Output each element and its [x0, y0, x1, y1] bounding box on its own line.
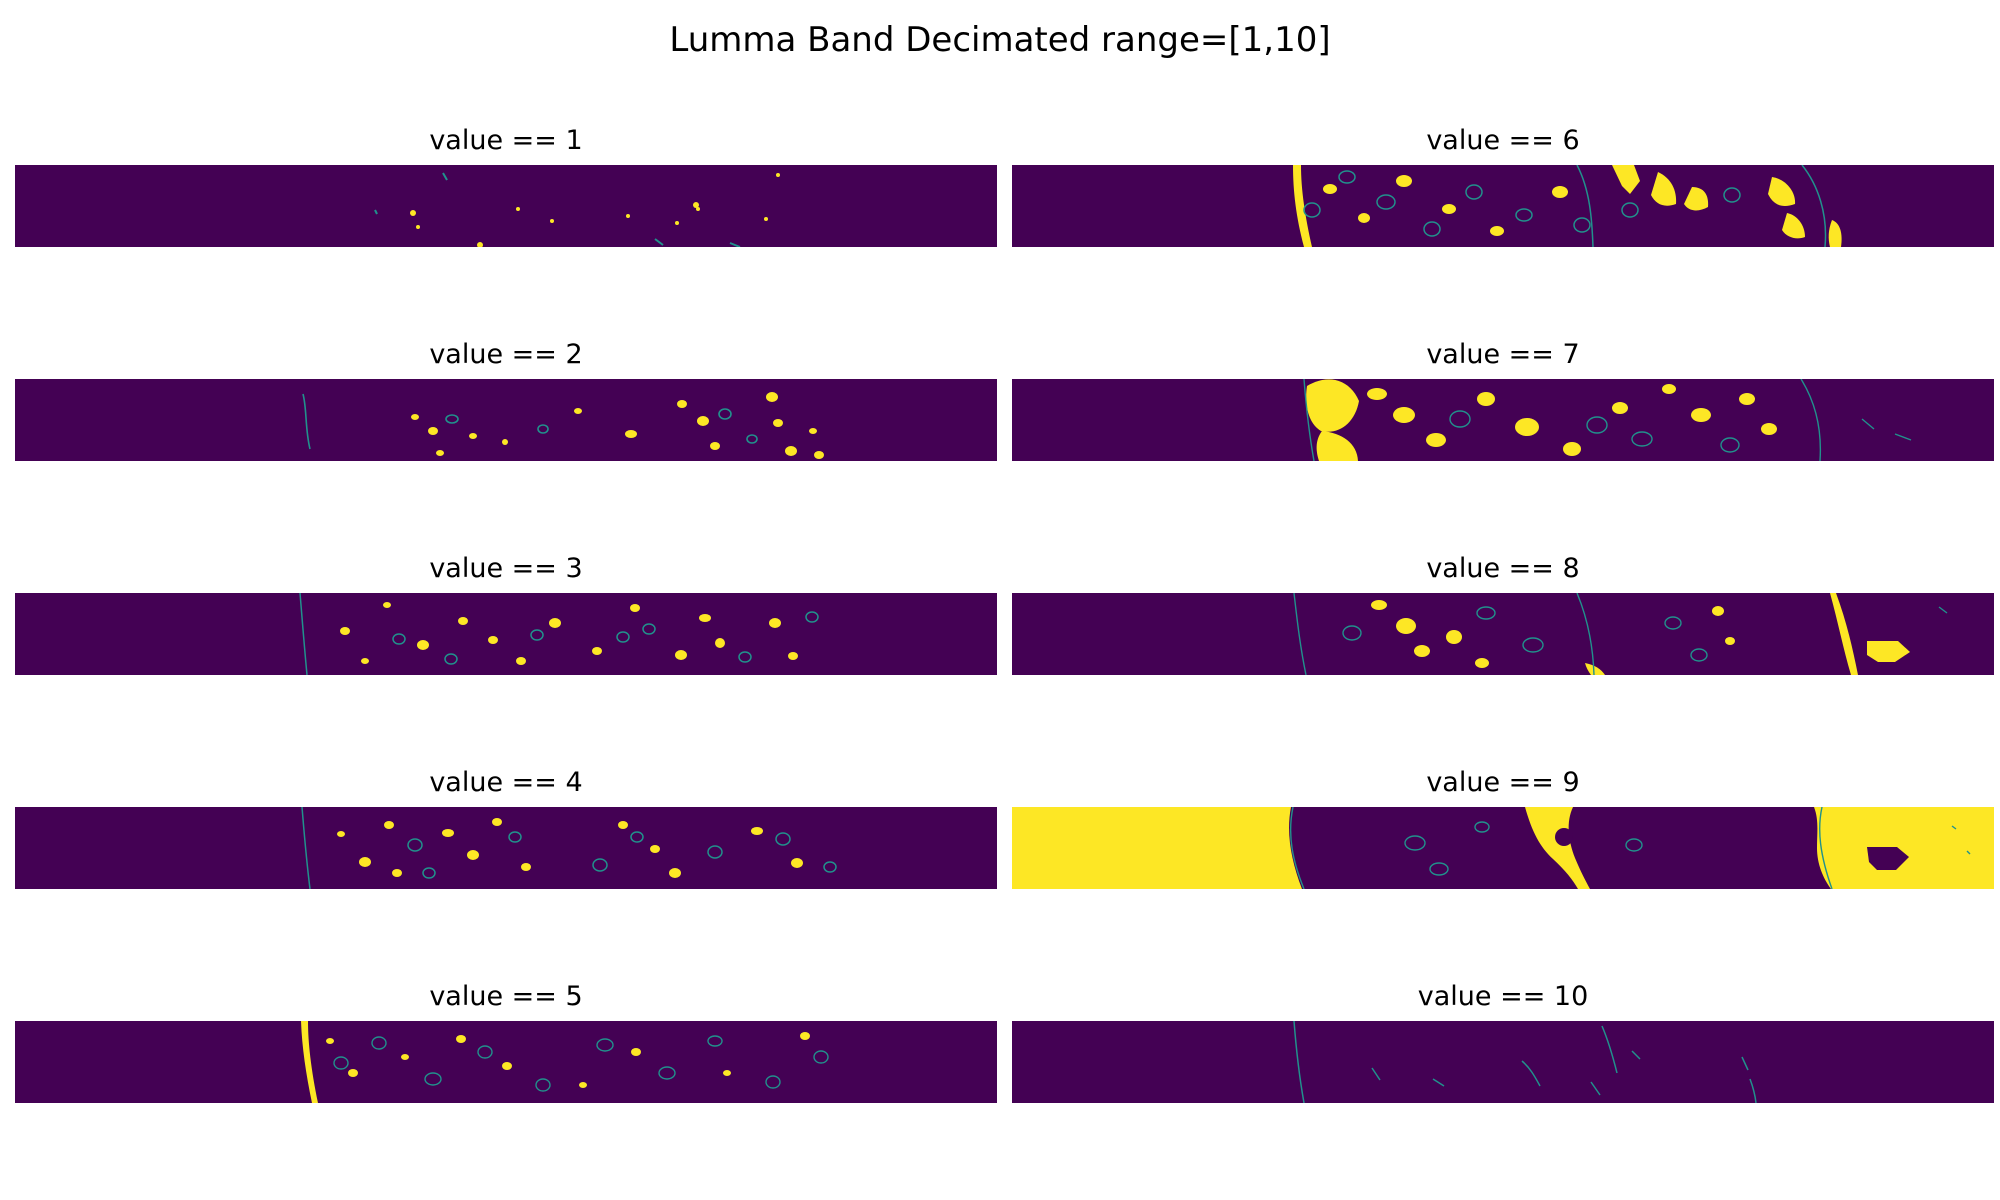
mask-image-value-10 — [1012, 1021, 1994, 1103]
mask-image-value-8 — [1012, 593, 1994, 675]
panel-title-value-7: value == 7 — [1426, 339, 1580, 370]
panel-value-7: value == 7 — [1012, 338, 1994, 462]
panel-title-value-9: value == 9 — [1426, 767, 1580, 798]
mask-image-value-4 — [15, 807, 997, 889]
panel-title-value-5: value == 5 — [429, 981, 583, 1012]
panel-value-4: value == 4 — [15, 766, 997, 890]
panel-title-value-4: value == 4 — [429, 767, 583, 798]
mask-image-value-3 — [15, 593, 997, 675]
figure-title: Lumma Band Decimated range=[1,10] — [669, 20, 1331, 60]
panel-title-value-8: value == 8 — [1426, 553, 1580, 584]
mask-image-value-2 — [15, 379, 997, 461]
panel-value-2: value == 2 — [15, 338, 997, 462]
mask-image-value-1 — [15, 165, 997, 247]
panel-title-value-2: value == 2 — [429, 339, 583, 370]
panel-title-value-1: value == 1 — [429, 125, 583, 156]
panel-value-10: value == 10 — [1012, 980, 1994, 1104]
panel-title-value-10: value == 10 — [1417, 981, 1589, 1012]
mask-image-value-5 — [15, 1021, 997, 1103]
panel-value-3: value == 3 — [15, 552, 997, 676]
panel-title-value-6: value == 6 — [1426, 125, 1580, 156]
panel-value-6: value == 6 — [1012, 124, 1994, 248]
mask-image-value-7 — [1012, 379, 1994, 461]
mask-image-value-9 — [1012, 807, 1994, 889]
panel-value-8: value == 8 — [1012, 552, 1994, 676]
panel-value-9: value == 9 — [1012, 766, 1994, 890]
mask-image-value-6 — [1012, 165, 1994, 247]
panel-value-1: value == 1 — [15, 124, 997, 248]
panel-value-5: value == 5 — [15, 980, 997, 1104]
panel-title-value-3: value == 3 — [429, 553, 583, 584]
